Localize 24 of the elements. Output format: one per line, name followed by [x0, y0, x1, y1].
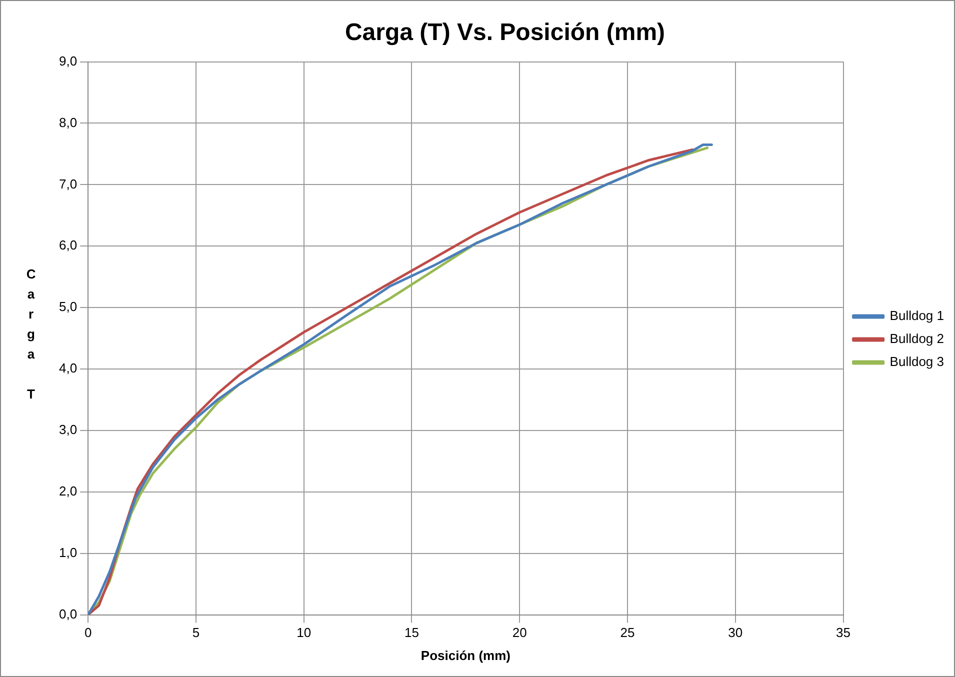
legend-label: Bulldog 3 [890, 354, 944, 370]
x-tick-label: 35 [836, 625, 851, 640]
y-tick-label: 1,0 [58, 544, 78, 560]
chart-title: Carga (T) Vs. Posición (mm) [344, 19, 666, 46]
legend-label: Bulldog 2 [890, 331, 944, 346]
x-tick-label: 5 [192, 625, 200, 640]
y-tick-label: 8,0 [58, 114, 78, 130]
x-tick-label: 0 [84, 625, 92, 640]
text: Carga T [26, 266, 36, 402]
y-tick-label: 4,0 [58, 360, 78, 376]
y-tick-label: 2,0 [58, 483, 78, 498]
y-tick-label: 5,0 [58, 299, 78, 314]
legend-label: Bulldog 1 [890, 308, 944, 324]
y-tick-label: 6,0 [58, 238, 78, 253]
y-tick-label: 7,0 [58, 176, 78, 192]
x-tick-label: 25 [620, 625, 635, 640]
x-tick-label: 20 [512, 625, 527, 640]
y-tick-label: 9,0 [58, 53, 78, 68]
y-tick-label: 0,0 [58, 606, 78, 622]
x-tick-label: 15 [404, 625, 419, 640]
y-tick-label: 3,0 [58, 422, 78, 438]
x-tick-label: 30 [728, 625, 743, 640]
x-axis-title: Posición (mm) [420, 648, 510, 663]
x-tick-label: 10 [296, 625, 312, 640]
